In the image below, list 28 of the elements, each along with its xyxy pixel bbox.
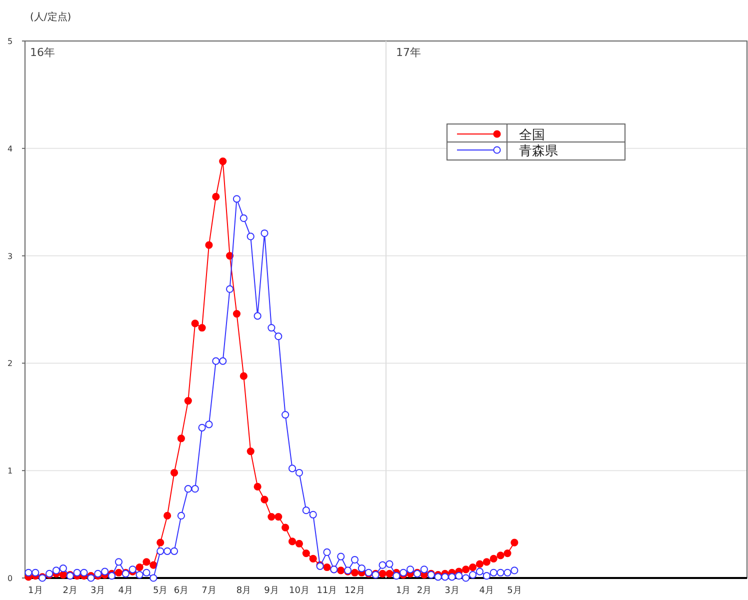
x-tick-label: 7月 [202, 586, 216, 596]
y-tick-label: 5 [7, 37, 13, 46]
legend-label: 全国 [519, 128, 545, 143]
x-tick-label: 6月 [174, 586, 189, 596]
x-tick-label: 8月 [236, 586, 252, 596]
x-tick-label: 2月 [62, 586, 78, 596]
x-tick-label: 4月 [118, 586, 134, 596]
legend-label: 青森県 [519, 144, 558, 159]
y-tick-label: 2 [7, 359, 13, 368]
x-tick-label: 9月 [264, 586, 279, 596]
y-tick-label: 4 [7, 144, 13, 154]
x-tick-label: 2月 [416, 586, 432, 596]
y-axis-title: (人/定点) [30, 11, 72, 23]
x-tick-label: 3月 [90, 586, 106, 596]
x-tick-label: 10月 [288, 586, 310, 596]
x-tick-label: 1月 [28, 586, 43, 596]
y-tick-label: 1 [7, 466, 13, 476]
y-tick-label: 3 [7, 252, 13, 261]
x-tick-label: 12月 [344, 586, 365, 596]
y-tick-label: 0 [7, 574, 13, 583]
x-tick-label: 11月 [316, 586, 338, 596]
x-tick-label: 5月 [153, 586, 168, 596]
annotation: 17年 [396, 46, 421, 59]
annotation: 16年 [30, 46, 55, 59]
x-tick-label: 1月 [396, 586, 411, 596]
x-tick-label: 5月 [507, 586, 522, 596]
x-tick-label: 4月 [479, 586, 494, 596]
x-tick-label: 3月 [444, 586, 460, 596]
